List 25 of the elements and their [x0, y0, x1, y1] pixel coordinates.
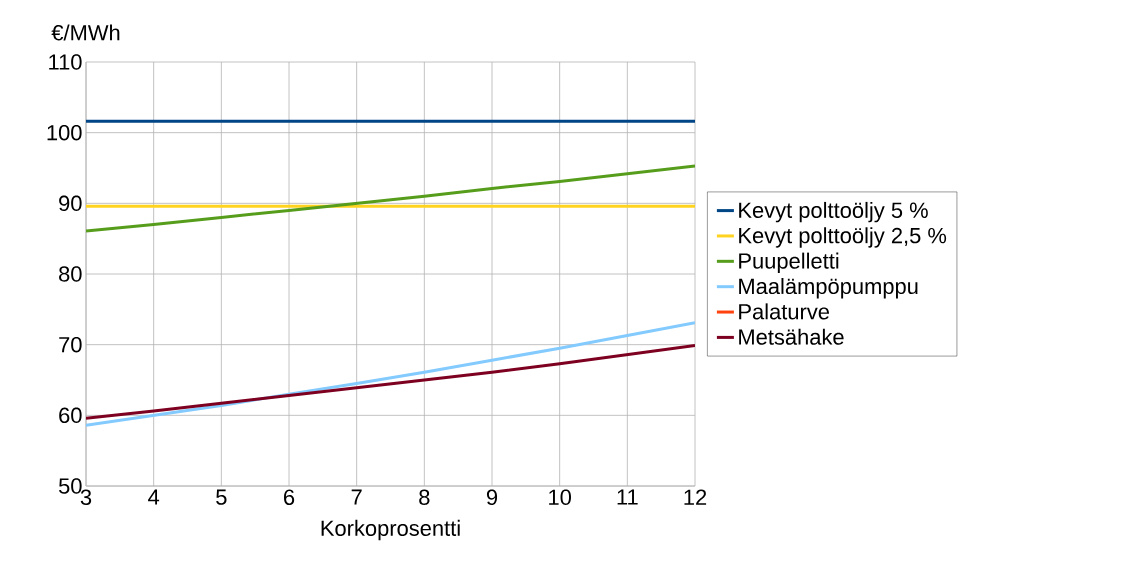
x-tick-label: 6 — [284, 489, 295, 506]
legend-label: Maalämpöpumppu — [739, 277, 918, 299]
x-tick-label: 9 — [486, 489, 498, 506]
y-tick-label: 100 — [47, 124, 82, 141]
y-tick-label: 70 — [59, 336, 82, 353]
x-tick-label: 10 — [549, 489, 571, 506]
y-tick-label: 90 — [59, 195, 82, 212]
y-axis-title: €/MWh — [51, 24, 120, 41]
y-tick-label: 110 — [49, 54, 82, 70]
x-axis-title: Korkoprosentti — [321, 519, 460, 541]
y-tick-label: 80 — [59, 266, 82, 282]
x-tick-label: 7 — [351, 489, 362, 505]
legend-label: Kevyt polttoöljy 2,5 % — [739, 227, 947, 248]
legend-label: Kevyt polttoöljy 5 % — [739, 201, 928, 223]
x-tick-label: 12 — [684, 489, 707, 505]
y-tick-label: 60 — [59, 407, 82, 424]
legend-label: Metsähake — [739, 328, 844, 345]
legend-label: Palaturve — [739, 303, 829, 320]
x-tick-label: 5 — [216, 489, 227, 505]
x-tick-label: 3 — [80, 489, 92, 506]
y-tick-label: 50 — [58, 478, 82, 494]
x-tick-label: 4 — [148, 489, 160, 505]
x-tick-label: 11 — [617, 489, 638, 505]
x-tick-label: 8 — [419, 489, 430, 506]
legend-label: Puupelletti — [739, 252, 839, 274]
